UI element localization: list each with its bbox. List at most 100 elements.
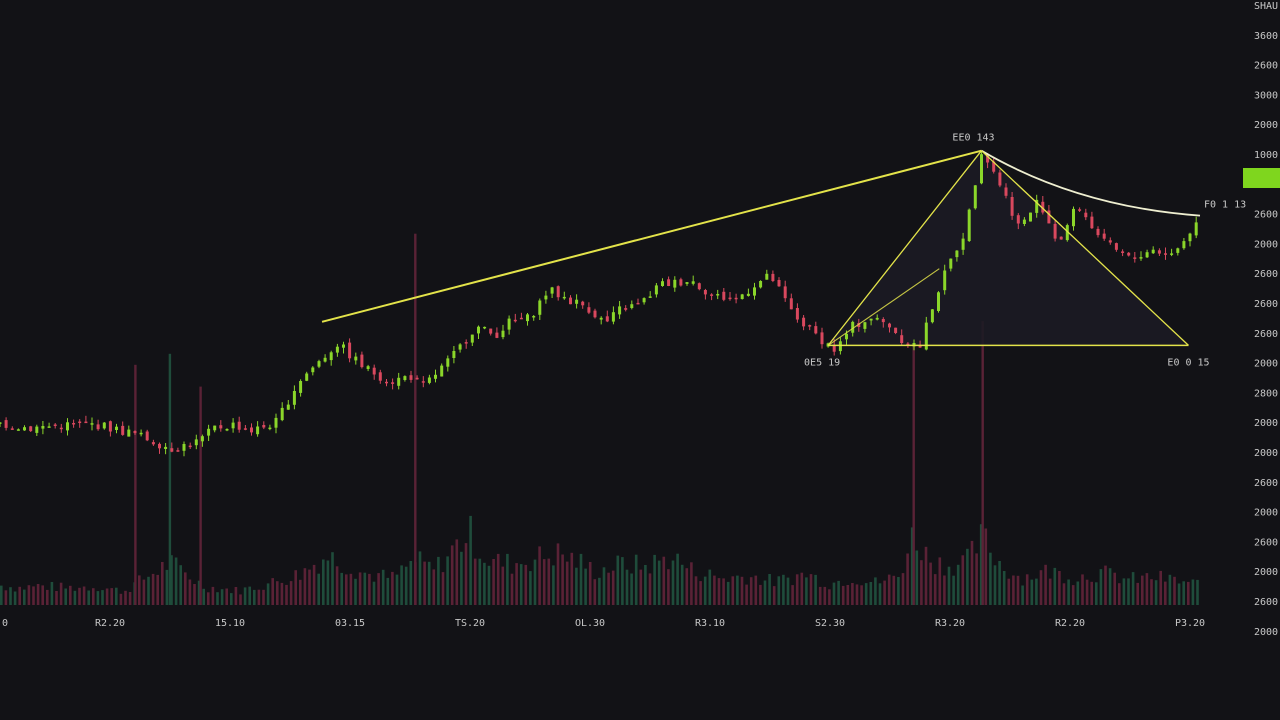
candle-body — [342, 344, 345, 348]
candle-body — [624, 308, 628, 310]
y-tick-label: 2600 — [1254, 329, 1278, 340]
volume-bar — [312, 564, 316, 605]
volume-bar — [855, 584, 859, 605]
volume-bar — [207, 592, 210, 605]
volume-bar — [529, 571, 532, 605]
candle-body — [458, 344, 462, 350]
candle-body — [127, 429, 131, 437]
volume-bar — [782, 574, 785, 605]
volume-bar — [777, 576, 781, 605]
candle-body — [434, 374, 437, 379]
triangle-inner-leg — [827, 268, 940, 346]
candle-body — [139, 432, 143, 435]
candle-body — [470, 334, 474, 343]
volume-bar — [874, 577, 877, 605]
volume-bar — [174, 557, 178, 605]
volume-bar — [1131, 572, 1135, 605]
candle-body — [335, 346, 339, 353]
candle-body — [501, 330, 505, 338]
volume-bar — [841, 585, 845, 605]
candle-body — [292, 391, 296, 405]
volume-bar — [892, 575, 896, 605]
volume-bar — [1136, 582, 1139, 605]
candle-body — [256, 426, 260, 435]
volume-bar — [625, 569, 629, 605]
candle-body — [59, 427, 63, 430]
volume-bar — [87, 590, 90, 605]
candle-body — [765, 273, 769, 280]
volume-bar — [910, 527, 914, 605]
volume-spike — [912, 342, 915, 605]
volume-bar — [575, 567, 578, 605]
candle-body — [403, 376, 407, 380]
volume-bar — [993, 565, 997, 605]
x-tick-label: S2.30 — [815, 618, 845, 629]
current-price-badge — [1243, 168, 1280, 188]
volume-spike — [134, 364, 137, 605]
candle-body — [918, 344, 922, 348]
volume-bar — [938, 557, 942, 605]
volume-bar — [607, 572, 610, 605]
y-tick-label: 3600 — [1254, 31, 1278, 42]
candle-body — [1090, 216, 1094, 229]
y-tick-label: 2000 — [1254, 359, 1278, 370]
trend-lines — [321, 149, 1201, 347]
candle-body — [1108, 240, 1112, 243]
candle-body — [538, 300, 542, 315]
candle-body — [575, 299, 579, 304]
candle-body — [446, 358, 450, 367]
x-tick-label: 15.10 — [215, 618, 245, 629]
volume-bar — [92, 588, 95, 605]
candle-body — [1170, 253, 1174, 255]
volume-bar — [363, 572, 367, 605]
volume-bar — [4, 590, 8, 605]
volume-bar — [170, 555, 173, 605]
candle-body — [581, 301, 585, 306]
candle-body — [231, 422, 235, 429]
volume-bar — [492, 559, 495, 605]
candle-body — [1145, 252, 1149, 258]
volume-bar — [943, 575, 946, 605]
candle-body — [1096, 228, 1100, 236]
candle-body — [29, 426, 33, 432]
volume-bar — [883, 580, 886, 605]
volume-bar — [1071, 585, 1075, 605]
candle-body — [53, 424, 57, 426]
volume-bar — [556, 543, 560, 605]
volume-bar — [59, 582, 63, 605]
volume-bar — [754, 575, 758, 605]
candle-body — [967, 209, 971, 241]
x-axis: 0 R2.20 15.10 03.15 TS.20 OL.30 R3.10 S2.30 R3.2… — [2, 618, 1205, 629]
candle-body — [1151, 249, 1155, 254]
candle-body — [949, 258, 953, 269]
volume-bar — [547, 558, 551, 605]
volume-bar — [73, 590, 77, 605]
volume-bar — [473, 558, 477, 605]
volume-bar — [998, 561, 1001, 605]
volume-bar — [400, 565, 403, 605]
candle-body — [630, 304, 634, 308]
volume-bar — [901, 573, 905, 605]
volume-bar — [593, 579, 597, 605]
y-tick-label: 2600 — [1254, 61, 1278, 72]
volume-bar — [46, 589, 49, 605]
candle-body — [158, 443, 161, 449]
volume-bar — [515, 563, 518, 605]
volume-bar — [736, 575, 739, 605]
volume-bar — [510, 573, 514, 605]
volume-bar — [846, 585, 850, 605]
volume-bar — [952, 575, 955, 605]
volume-bar — [1099, 569, 1103, 605]
volume-bar — [1168, 574, 1172, 605]
y-tick-label: 2600 — [1254, 478, 1278, 489]
volume-bar — [699, 581, 702, 605]
volume-bar — [809, 574, 813, 605]
volume-bar — [598, 577, 601, 605]
y-tick-label: 2000 — [1254, 567, 1278, 578]
candle-body — [385, 381, 388, 384]
current-price-marker — [1243, 168, 1280, 188]
volume-bar — [165, 569, 169, 605]
candle-body — [250, 427, 253, 433]
candle-body — [795, 308, 799, 320]
